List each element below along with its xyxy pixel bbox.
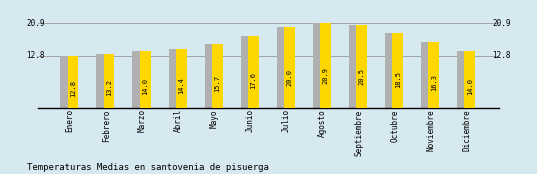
Bar bbox=[356, 25, 367, 108]
Bar bbox=[133, 51, 146, 108]
Text: 15.7: 15.7 bbox=[214, 75, 220, 92]
Bar bbox=[385, 33, 399, 108]
Bar bbox=[465, 51, 475, 108]
Text: 14.4: 14.4 bbox=[178, 77, 184, 94]
Text: 12.8: 12.8 bbox=[70, 80, 76, 97]
Bar bbox=[212, 44, 223, 108]
Text: 20.9: 20.9 bbox=[323, 67, 329, 84]
Bar bbox=[97, 54, 110, 108]
Text: 14.0: 14.0 bbox=[467, 78, 473, 95]
Text: 20.0: 20.0 bbox=[286, 69, 293, 86]
Bar bbox=[140, 51, 150, 108]
Bar bbox=[313, 23, 326, 108]
Text: 18.5: 18.5 bbox=[395, 71, 401, 88]
Bar bbox=[169, 49, 182, 108]
Text: 20.9: 20.9 bbox=[492, 18, 511, 27]
Text: 20.9: 20.9 bbox=[26, 18, 45, 27]
Bar bbox=[60, 56, 74, 108]
Bar bbox=[68, 56, 78, 108]
Text: 12.8: 12.8 bbox=[26, 51, 45, 60]
Text: 16.3: 16.3 bbox=[431, 74, 437, 91]
Bar bbox=[248, 36, 259, 108]
Bar bbox=[429, 42, 439, 108]
Bar bbox=[241, 36, 255, 108]
Bar bbox=[457, 51, 471, 108]
Bar bbox=[205, 44, 219, 108]
Bar bbox=[284, 27, 295, 108]
Bar bbox=[277, 27, 291, 108]
Text: 13.2: 13.2 bbox=[106, 79, 112, 96]
Bar bbox=[421, 42, 435, 108]
Bar bbox=[320, 23, 331, 108]
Text: 20.5: 20.5 bbox=[359, 68, 365, 85]
Bar bbox=[104, 54, 114, 108]
Text: Temperaturas Medias en santovenia de pisuerga: Temperaturas Medias en santovenia de pis… bbox=[27, 163, 268, 172]
Bar bbox=[349, 25, 362, 108]
Text: 14.0: 14.0 bbox=[142, 78, 148, 95]
Bar bbox=[176, 49, 186, 108]
Text: 17.6: 17.6 bbox=[250, 72, 256, 89]
Text: 12.8: 12.8 bbox=[492, 51, 511, 60]
Bar bbox=[392, 33, 403, 108]
